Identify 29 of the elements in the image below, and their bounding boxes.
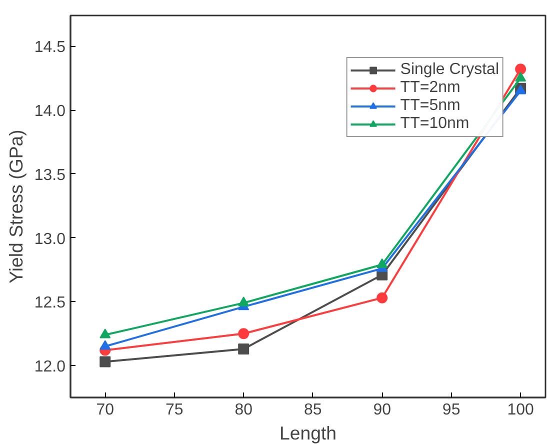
point	[100, 328, 111, 338]
x-axis-title: Length	[279, 422, 337, 444]
point	[376, 258, 388, 268]
x-tick-label: 100	[507, 402, 534, 418]
x-tick-label: 85	[304, 402, 322, 418]
y-tick-label: 13.5	[34, 166, 66, 184]
point	[100, 340, 111, 350]
y-tick-label: 14.0	[34, 103, 66, 120]
x-tick-label: 75	[165, 402, 184, 418]
point	[515, 64, 526, 75]
legend-label: Single Crystal	[400, 61, 499, 79]
y-tick-label: 12.5	[34, 294, 66, 312]
point	[100, 356, 111, 368]
x-tick-label: 80	[234, 402, 253, 418]
point	[376, 292, 388, 304]
legend-label: TT=2nm	[400, 79, 460, 97]
point	[515, 72, 526, 82]
y-tick-label: 12.0	[34, 358, 66, 376]
x-tick-label: 90	[373, 402, 392, 418]
y-tick-label: 14.5	[34, 39, 66, 56]
y-tick-label: 13.0	[34, 230, 66, 248]
legend-label: TT=10nm	[400, 115, 470, 133]
point	[238, 343, 250, 354]
point	[238, 296, 250, 306]
legend-label: TT=5nm	[400, 97, 460, 115]
y-axis-title: Yield Stress (GPa)	[5, 130, 26, 284]
x-tick-label: 95	[442, 402, 460, 418]
point	[238, 328, 250, 340]
x-tick-label: 70	[96, 402, 114, 418]
